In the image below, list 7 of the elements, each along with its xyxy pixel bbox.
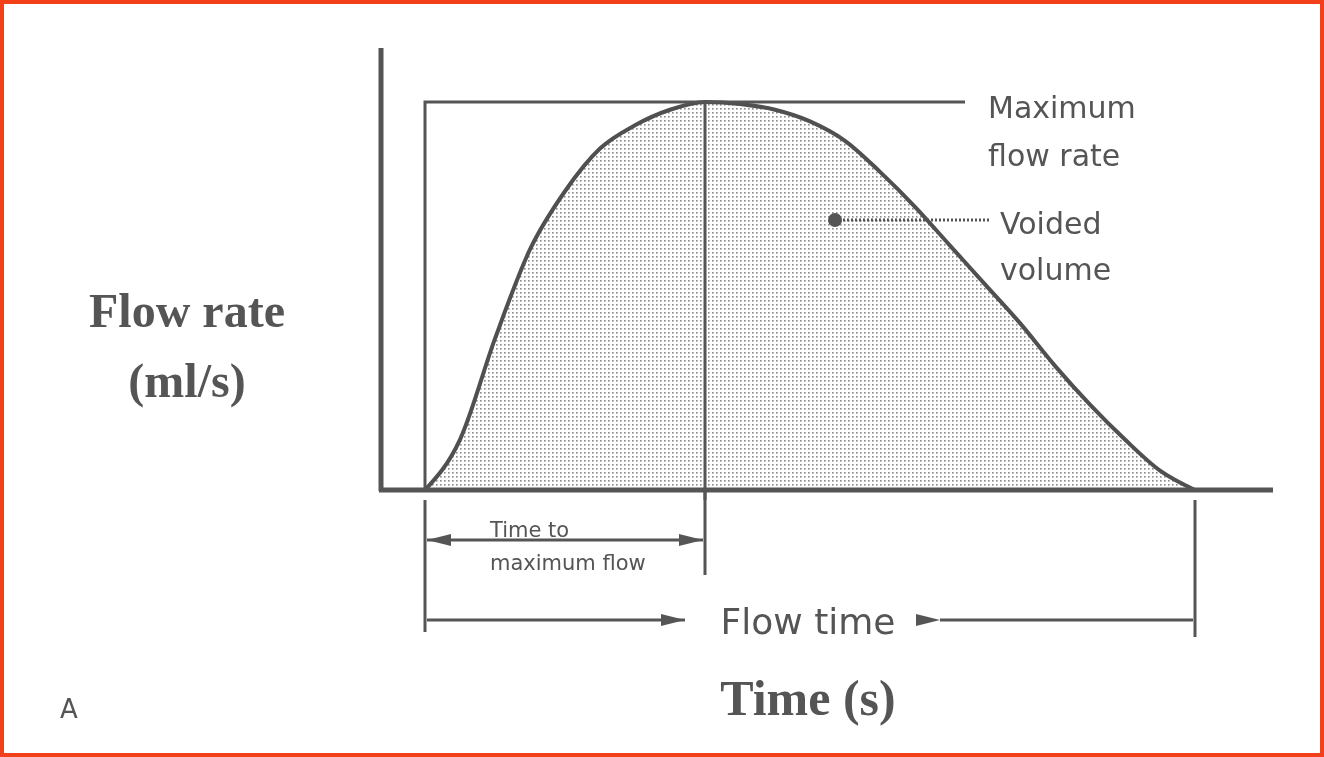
text: Flow time — [720, 601, 896, 642]
text: Time to maximum flow — [489, 518, 646, 575]
annotation: Voided volume — [1000, 206, 1112, 287]
y-axis-title: Flow rate (ml/s) — [89, 284, 285, 408]
x-axis-title: Time (s) — [720, 670, 896, 726]
annotation: Maximum flow rate — [988, 90, 1136, 173]
text: A — [60, 694, 78, 724]
